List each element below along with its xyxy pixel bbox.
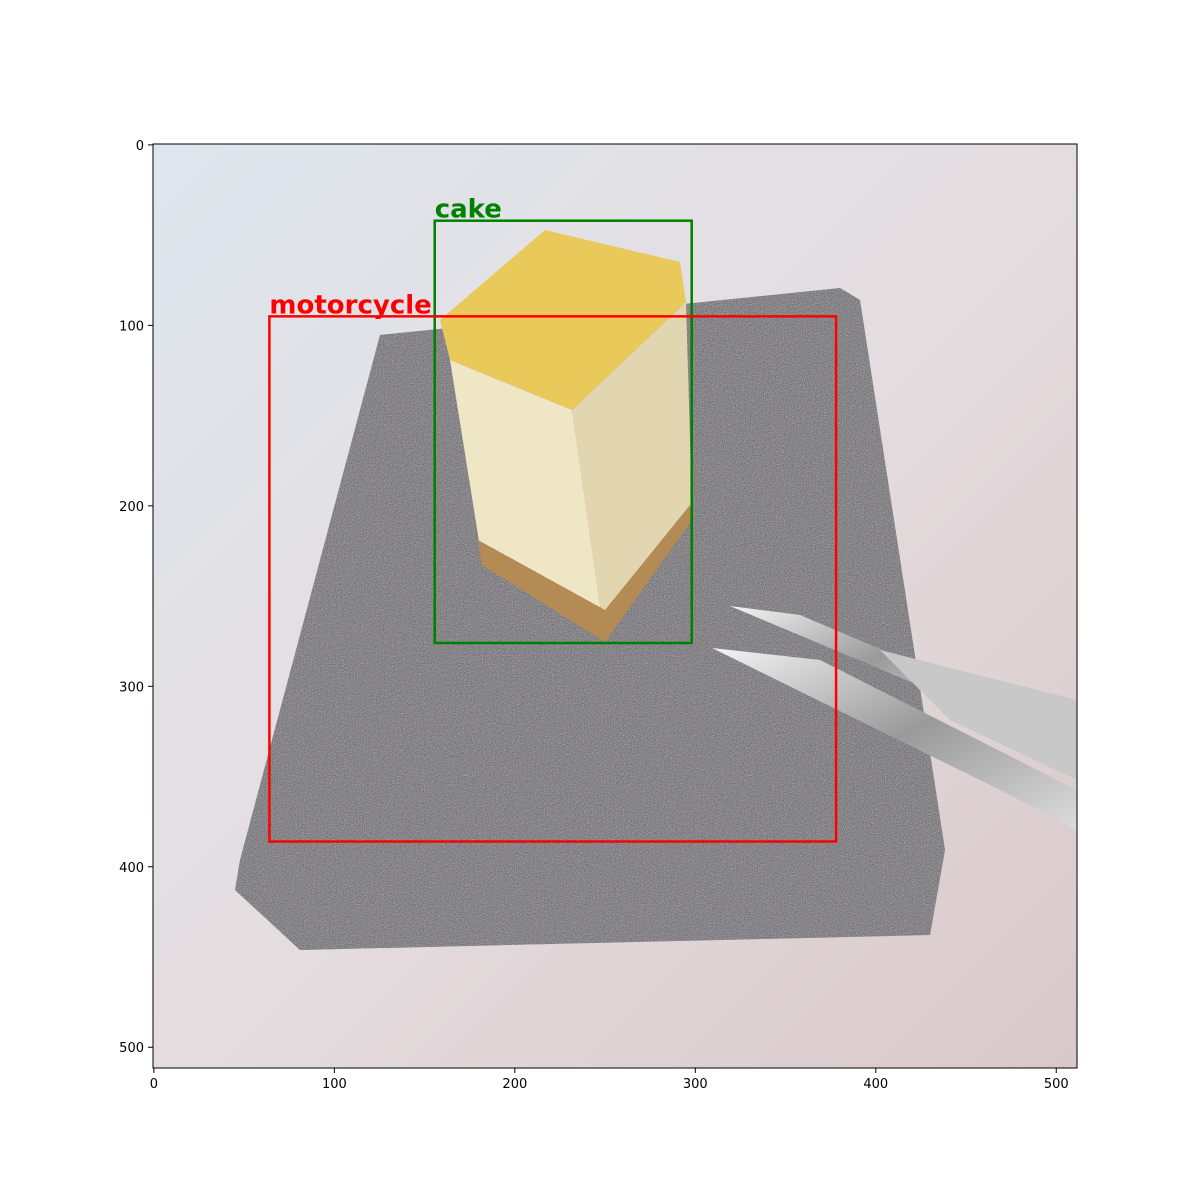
x-tick-label: 200 xyxy=(502,1077,527,1092)
axes-frame xyxy=(152,143,1078,1069)
bounding-box xyxy=(433,219,693,645)
photo xyxy=(153,144,1077,1068)
y-tick-label: 300 xyxy=(119,680,144,695)
box-label: motorcycle xyxy=(269,290,431,320)
y-tick-label: 100 xyxy=(119,319,144,334)
x-tick-label: 100 xyxy=(322,1077,347,1092)
bounding-box xyxy=(268,315,838,843)
x-tick-label: 300 xyxy=(683,1077,708,1092)
box-label: cake xyxy=(435,195,502,225)
x-tick-label: 500 xyxy=(1044,1077,1069,1092)
y-tick-label: 0 xyxy=(136,139,144,154)
y-tick-label: 200 xyxy=(119,500,144,515)
x-tick-label: 0 xyxy=(150,1077,158,1092)
y-tick-label: 500 xyxy=(119,1041,144,1056)
x-tick-label: 400 xyxy=(863,1077,888,1092)
y-tick-label: 400 xyxy=(119,861,144,876)
